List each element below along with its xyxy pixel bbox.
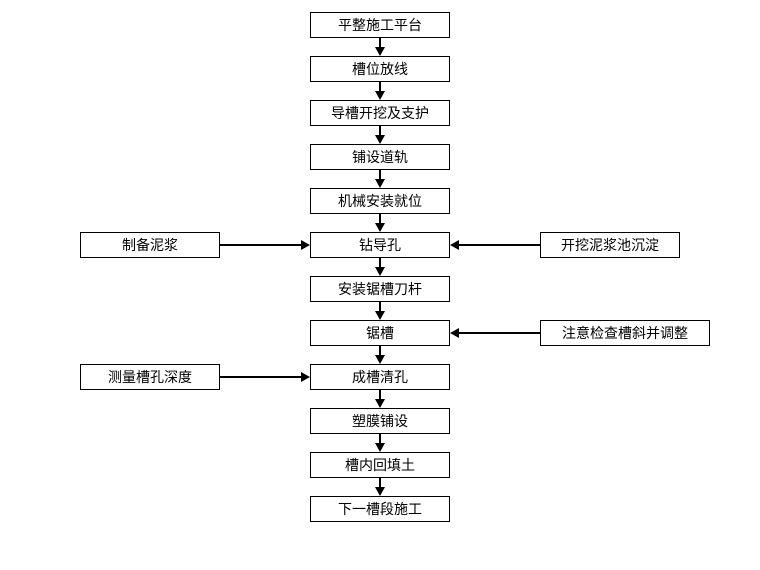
flow-node-n5: 机械安装就位 xyxy=(310,188,450,214)
flow-node-n11: 槽内回填土 xyxy=(310,452,450,478)
arrow-head-down xyxy=(375,179,385,188)
arrow-line-v xyxy=(379,302,381,311)
arrow-head-down xyxy=(375,135,385,144)
flow-node-label: 铺设道轨 xyxy=(352,147,408,167)
flow-node-n8: 锯槽 xyxy=(310,320,450,346)
arrow-line-v xyxy=(379,478,381,487)
arrow-head-left xyxy=(450,328,459,338)
side-node-sL9: 测量槽孔深度 xyxy=(80,364,220,390)
arrow-head-right xyxy=(301,372,310,382)
side-node-sR6: 开挖泥浆池沉淀 xyxy=(540,232,680,258)
flow-node-label: 锯槽 xyxy=(366,323,394,343)
side-node-label: 注意检查槽斜并调整 xyxy=(562,323,688,343)
arrow-head-down xyxy=(375,267,385,276)
arrow-line-h xyxy=(459,332,540,334)
arrow-line-v xyxy=(379,346,381,355)
arrow-line-v xyxy=(379,82,381,91)
arrow-line-v xyxy=(379,390,381,399)
arrow-head-down xyxy=(375,355,385,364)
side-node-sL6: 制备泥浆 xyxy=(80,232,220,258)
side-node-label: 制备泥浆 xyxy=(122,235,178,255)
flow-node-label: 槽位放线 xyxy=(352,59,408,79)
flow-node-label: 塑膜铺设 xyxy=(352,411,408,431)
arrow-head-down xyxy=(375,47,385,56)
flow-node-label: 机械安装就位 xyxy=(338,191,422,211)
side-node-sR8: 注意检查槽斜并调整 xyxy=(540,320,710,346)
arrow-head-down xyxy=(375,223,385,232)
arrow-line-v xyxy=(379,258,381,267)
flow-node-label: 钻导孔 xyxy=(359,235,401,255)
arrow-line-v xyxy=(379,214,381,223)
arrow-line-v xyxy=(379,38,381,47)
side-node-label: 测量槽孔深度 xyxy=(108,367,192,387)
flow-node-label: 平整施工平台 xyxy=(338,15,422,35)
arrow-line-h xyxy=(220,244,301,246)
flow-node-n4: 铺设道轨 xyxy=(310,144,450,170)
flow-node-label: 槽内回填土 xyxy=(345,455,415,475)
arrow-line-h xyxy=(220,376,301,378)
arrow-head-right xyxy=(301,240,310,250)
arrow-line-h xyxy=(459,244,540,246)
flow-node-n3: 导槽开挖及支护 xyxy=(310,100,450,126)
flow-node-label: 导槽开挖及支护 xyxy=(331,103,429,123)
flow-node-n12: 下一槽段施工 xyxy=(310,496,450,522)
arrow-line-v xyxy=(379,126,381,135)
flow-node-n10: 塑膜铺设 xyxy=(310,408,450,434)
flow-node-n2: 槽位放线 xyxy=(310,56,450,82)
arrow-line-v xyxy=(379,434,381,443)
flow-node-n6: 钻导孔 xyxy=(310,232,450,258)
arrow-head-down xyxy=(375,487,385,496)
flow-node-n1: 平整施工平台 xyxy=(310,12,450,38)
arrow-head-down xyxy=(375,443,385,452)
arrow-head-down xyxy=(375,399,385,408)
arrow-head-left xyxy=(450,240,459,250)
arrow-head-down xyxy=(375,91,385,100)
flow-node-label: 安装锯槽刀杆 xyxy=(338,279,422,299)
flow-node-label: 下一槽段施工 xyxy=(338,499,422,519)
flow-node-n9: 成槽清孔 xyxy=(310,364,450,390)
arrow-line-v xyxy=(379,170,381,179)
side-node-label: 开挖泥浆池沉淀 xyxy=(561,235,659,255)
arrow-head-down xyxy=(375,311,385,320)
flow-node-label: 成槽清孔 xyxy=(352,367,408,387)
flow-node-n7: 安装锯槽刀杆 xyxy=(310,276,450,302)
